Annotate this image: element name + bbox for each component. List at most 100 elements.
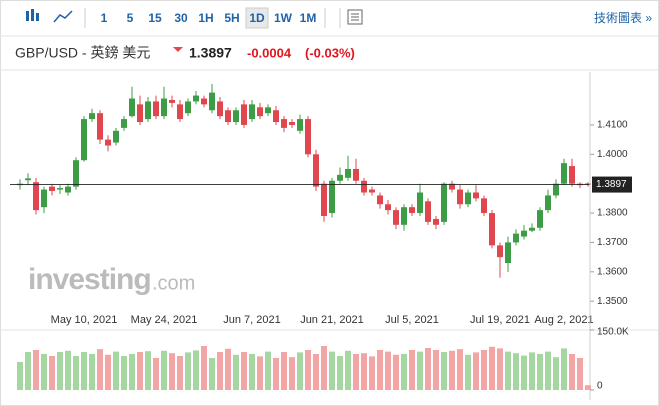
volume-bar: [369, 356, 375, 390]
volume-bar: [337, 356, 343, 390]
candle-body: [265, 107, 271, 114]
volume-bar: [441, 352, 447, 390]
candle-body: [25, 178, 31, 181]
x-tick-label: Jun 7, 2021: [223, 314, 281, 326]
x-tick-label: Jun 21, 2021: [300, 314, 364, 326]
y-tick-label: 1.3700: [597, 237, 628, 248]
candle-body: [305, 119, 311, 155]
x-tick-label: May 10, 2021: [51, 314, 118, 326]
volume-bar: [233, 354, 239, 390]
candle-body: [129, 98, 135, 117]
candle-body: [281, 119, 287, 128]
y-tick-label: 1.4000: [597, 149, 628, 160]
volume-bar: [153, 358, 159, 390]
y-tick-label: 1.3800: [597, 208, 628, 219]
volume-bar: [281, 352, 287, 390]
candle-body: [313, 154, 319, 187]
volume-bar: [89, 354, 95, 390]
candle-body: [225, 110, 231, 122]
candle-body: [537, 210, 543, 228]
volume-bar: [137, 352, 143, 390]
volume-bar: [193, 350, 199, 390]
candle-body: [249, 104, 255, 120]
candle-body: [49, 186, 55, 192]
volume-tick-label: 0: [597, 381, 603, 392]
candle-body: [121, 119, 127, 128]
volume-bar: [401, 354, 407, 390]
candle-body: [65, 186, 71, 193]
candle-body: [489, 213, 495, 246]
candle-body: [529, 227, 535, 231]
tech-chart-link[interactable]: 技術圖表 »: [594, 11, 652, 25]
candle-body: [81, 119, 87, 161]
volume-bar: [545, 351, 551, 390]
candle-body: [545, 195, 551, 211]
volume-bar: [473, 352, 479, 390]
candle-body: [209, 92, 215, 111]
volume-bar: [521, 355, 527, 390]
volume-bar: [257, 356, 263, 390]
change: -0.0004: [247, 45, 292, 60]
candle-body: [169, 99, 175, 103]
x-tick-label: May 24, 2021: [131, 314, 198, 326]
candle-body: [297, 119, 303, 131]
volume-bar: [145, 351, 151, 390]
interval-button[interactable]: 1M: [300, 11, 317, 25]
candle-body: [97, 113, 103, 140]
candle-body: [257, 107, 263, 117]
candle-body: [353, 169, 359, 181]
interval-button[interactable]: 15: [148, 11, 162, 25]
volume-bar: [129, 354, 135, 390]
interval-button[interactable]: 30: [174, 11, 188, 25]
candle-body: [441, 183, 447, 222]
interval-button[interactable]: 1H: [198, 11, 213, 25]
volume-bar: [569, 354, 575, 390]
volume-bar: [577, 358, 583, 390]
candle-body: [185, 101, 191, 114]
volume-bar: [425, 348, 431, 390]
candle-body: [409, 207, 415, 214]
volume-bar: [505, 351, 511, 390]
candle-body: [41, 189, 47, 208]
candle-body: [329, 180, 335, 214]
volume-bar: [41, 354, 47, 390]
volume-bar: [225, 348, 231, 390]
candle-body: [337, 174, 343, 181]
volume-bar: [385, 351, 391, 390]
candle-body: [513, 233, 519, 243]
candle-body: [585, 183, 591, 185]
volume-bar: [25, 352, 31, 390]
price-label-box: [592, 176, 632, 193]
candle-body: [569, 166, 575, 184]
volume-bar: [113, 351, 119, 390]
volume-bar: [449, 350, 455, 390]
volume-bar: [537, 354, 543, 390]
candle-body: [161, 98, 167, 117]
volume-bar: [81, 352, 87, 390]
y-tick-label: 1.3500: [597, 296, 628, 307]
down-arrow: [173, 47, 183, 52]
candle-body: [145, 101, 151, 120]
price-label: 1.3897: [596, 179, 627, 190]
interval-button[interactable]: 1D: [249, 11, 265, 25]
volume-bar: [217, 352, 223, 390]
volume-bar: [273, 358, 279, 390]
volume-bar: [529, 352, 535, 390]
interval-button[interactable]: 1W: [274, 11, 293, 25]
volume-bar: [209, 358, 215, 390]
interval-button[interactable]: 5H: [224, 11, 239, 25]
interval-button[interactable]: 5: [127, 11, 134, 25]
interval-button[interactable]: 1: [101, 11, 108, 25]
candle-body: [217, 101, 223, 117]
candle-body: [153, 101, 159, 117]
volume-bar: [33, 350, 39, 390]
volume-bar: [561, 348, 567, 390]
candle-body: [433, 218, 439, 225]
volume-bar: [305, 350, 311, 390]
candle-body: [521, 230, 527, 237]
candle-body: [73, 160, 79, 187]
volume-bar: [513, 353, 519, 390]
volume-bar: [249, 354, 255, 390]
candle-body: [497, 245, 503, 258]
